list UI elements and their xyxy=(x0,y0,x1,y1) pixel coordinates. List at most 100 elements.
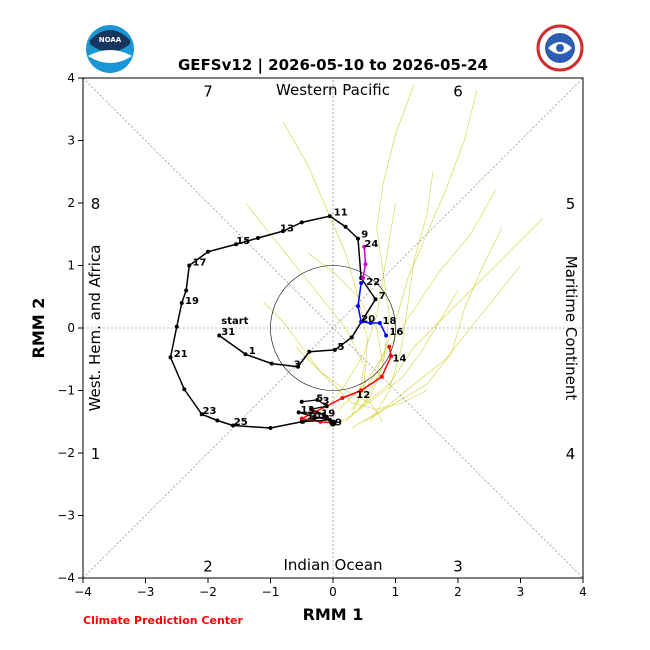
forecast-red-point-0 xyxy=(387,344,392,349)
observed-point-9 xyxy=(356,236,360,241)
y-tick-label-0: −4 xyxy=(57,571,75,585)
forecast-red-point-3 xyxy=(359,388,364,393)
x-tick-label-8: 4 xyxy=(579,585,587,599)
phase-label-5: 5 xyxy=(566,195,576,213)
ensemble-member-9 xyxy=(370,171,434,422)
noaa-logo: NOAA xyxy=(86,25,134,73)
observed-label-5: 7 xyxy=(379,291,386,302)
y-tick-label-8: 4 xyxy=(67,71,75,85)
phase-label-7: 7 xyxy=(203,83,213,101)
observed-point-18 xyxy=(184,288,189,293)
x-axis-label: RMM 1 xyxy=(303,605,364,624)
observed-point-12 xyxy=(299,220,304,225)
forecast-blue-label-1: 20 xyxy=(361,314,375,325)
x-tick-label-5: 1 xyxy=(392,585,400,599)
forecast-magenta-point-2 xyxy=(361,276,365,280)
ensemble-member-4 xyxy=(339,190,496,410)
observed-point-6 xyxy=(349,335,354,340)
unit-circle xyxy=(270,265,396,391)
x-tick-label-7: 3 xyxy=(517,585,525,599)
forecast-black-point-8 xyxy=(301,419,305,424)
ensemble-member-2 xyxy=(351,90,478,410)
y-tick-label-4: 0 xyxy=(67,321,75,335)
observed-point-14 xyxy=(256,236,260,240)
forecast-black-point-5 xyxy=(296,410,301,415)
phase-label-6: 6 xyxy=(453,83,463,101)
forecast-blue-point-4 xyxy=(377,321,382,325)
observed-point-24 xyxy=(215,418,220,423)
forecast-red-point-2 xyxy=(379,374,384,379)
observed-label-7: 11 xyxy=(334,208,348,219)
y-tick-label-2: −2 xyxy=(57,446,75,460)
forecast-red-label-2: 9 xyxy=(335,418,342,429)
observed-point-11 xyxy=(327,214,332,219)
observed-label-4: 5 xyxy=(338,342,345,353)
region-right: Maritime Continent xyxy=(562,256,580,401)
phase-label-8: 8 xyxy=(91,195,101,213)
nws-logo xyxy=(536,24,584,72)
forecast-black-point-4 xyxy=(321,412,326,417)
forecast-black-label-4: 10 xyxy=(307,411,321,422)
forecast-black-point-0 xyxy=(299,399,304,404)
credit-text: Climate Prediction Center xyxy=(83,614,243,627)
y-tick-label-6: 2 xyxy=(67,196,75,210)
chart-title: GEFSv12 | 2026-05-10 to 2026-05-24 xyxy=(178,56,488,75)
observed-label-9: 15 xyxy=(236,236,250,247)
forecast-blue-point-0 xyxy=(359,281,364,285)
y-tick-label-7: 3 xyxy=(67,134,75,148)
forecast-red-line xyxy=(301,346,392,424)
observed-label-14: 25 xyxy=(234,417,248,428)
x-tick-label-0: −4 xyxy=(74,585,92,599)
observed-point-29 xyxy=(324,414,329,419)
ensemble-members xyxy=(245,84,543,429)
phase-label-2: 2 xyxy=(203,558,213,576)
forecast-blue-point-2 xyxy=(359,319,364,324)
y-tick-label-5: 1 xyxy=(67,259,75,273)
forecast-black-label-1: 3 xyxy=(323,396,330,407)
ensemble-member-13 xyxy=(326,202,396,410)
y-tick-label-1: −3 xyxy=(57,509,75,523)
region-left: West. Hem. and Africa xyxy=(86,245,104,412)
x-tick-label-1: −3 xyxy=(137,585,155,599)
end-point-marker xyxy=(329,419,337,427)
forecast-blue-point-1 xyxy=(356,304,360,309)
noaa-logo-text: NOAA xyxy=(99,36,122,44)
observed-point-23 xyxy=(199,412,204,417)
forecast-magenta-label-0: 24 xyxy=(364,239,378,250)
phase-label-1: 1 xyxy=(91,445,101,463)
forecast-black-point-2 xyxy=(324,404,329,409)
forecast-black-label-3: 13 xyxy=(301,405,315,416)
observed-point-0 xyxy=(217,333,222,338)
observed-label-10: 17 xyxy=(193,258,207,269)
forecast-magenta-point-1 xyxy=(363,262,368,267)
series xyxy=(168,214,394,430)
forecast-red-point-1 xyxy=(389,354,394,359)
x-tick-label-2: −2 xyxy=(199,585,217,599)
forecast-black-point-1 xyxy=(315,397,320,402)
observed-point-17 xyxy=(187,263,192,268)
observed-label-12: 21 xyxy=(174,349,188,360)
observed-label-0: start xyxy=(221,316,248,327)
observed-label-11: 19 xyxy=(185,296,199,307)
ensemble-member-5 xyxy=(245,202,365,404)
y-axis-label: RMM 2 xyxy=(29,298,48,359)
observed-point-13 xyxy=(281,229,285,234)
observed-point-19 xyxy=(179,301,184,305)
observed-point-16 xyxy=(206,249,210,254)
forecast-black-label-0: 5 xyxy=(316,393,323,404)
ensemble-member-0 xyxy=(282,121,368,416)
observed-point-5 xyxy=(332,347,337,352)
region-bottom: Indian Ocean xyxy=(283,556,382,574)
forecast-blue-label-2: 18 xyxy=(383,316,397,327)
forecast-red-point-4 xyxy=(340,396,345,400)
observed-point-3 xyxy=(296,364,300,369)
ensemble-member-8 xyxy=(364,227,503,423)
observed-point-25 xyxy=(231,423,235,428)
observed-point-7 xyxy=(373,297,378,302)
forecast-black-point-6 xyxy=(312,414,317,419)
phase-guides xyxy=(82,77,584,579)
observed-label-3: 3 xyxy=(294,360,301,371)
